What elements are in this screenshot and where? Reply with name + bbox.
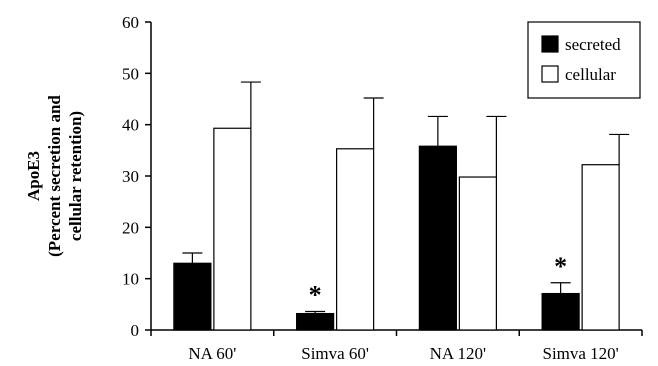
y-tick-label: 20 — [122, 218, 139, 237]
y-tick-label: 0 — [131, 321, 140, 340]
y-tick-label: 30 — [122, 167, 139, 186]
legend-label-cellular: cellular — [565, 65, 616, 84]
bar-cellular — [581, 164, 620, 331]
y-axis-ticks: 0 10 20 30 40 50 60 — [122, 13, 151, 340]
error-bars — [182, 81, 630, 314]
x-tick-label: NA 120' — [430, 344, 486, 363]
x-tick-label: Simva 60' — [301, 344, 369, 363]
legend-swatch-secreted — [541, 35, 559, 53]
y-axis-label-line: (Percent secretion and — [45, 95, 64, 257]
legend-box — [527, 21, 641, 99]
significance-asterisk: * — [554, 252, 567, 281]
y-tick-label: 10 — [122, 270, 139, 289]
bars — [173, 127, 620, 331]
bar-secreted — [418, 145, 457, 331]
y-tick-label: 40 — [122, 116, 139, 135]
x-tick-label: NA 60' — [188, 344, 236, 363]
bar-secreted — [541, 292, 580, 331]
x-axis-ticks: NA 60' Simva 60' NA 120' Simva 120' — [150, 330, 643, 363]
y-axis-label-line: cellular retention) — [66, 111, 85, 241]
significance-asterisk: * — [309, 281, 322, 310]
bar-cellular — [336, 148, 375, 331]
y-tick-label: 60 — [122, 13, 139, 32]
significance-markers: ** — [309, 252, 568, 310]
x-tick-label: Simva 120' — [542, 344, 618, 363]
bar-secreted — [173, 262, 212, 331]
bar-cellular — [213, 127, 252, 331]
legend: secreted cellular — [527, 21, 641, 99]
y-axis-label: ApoE3 (Percent secretion and cellular rete… — [24, 95, 85, 257]
y-tick-label: 50 — [122, 64, 139, 83]
y-axis-label-text: ApoE3 (Percent secretion and cellular rete… — [24, 95, 85, 257]
y-axis-label-line: ApoE3 — [24, 151, 43, 201]
bar-cellular — [458, 176, 497, 331]
legend-swatch-cellular — [541, 65, 559, 83]
bar-secreted — [296, 312, 335, 331]
legend-label-secreted: secreted — [565, 35, 621, 54]
